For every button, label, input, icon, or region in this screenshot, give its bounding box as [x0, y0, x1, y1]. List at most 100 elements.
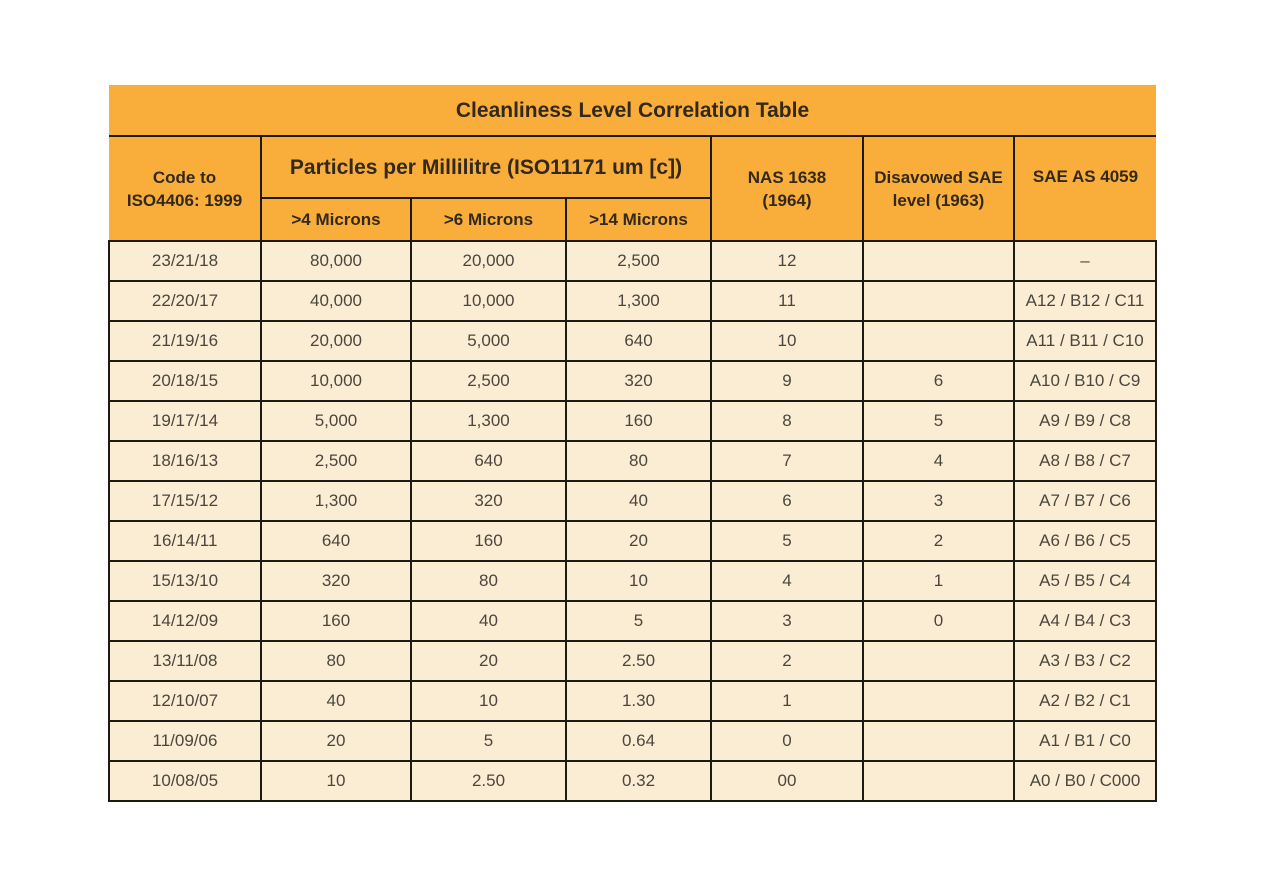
cell-iso-code: 17/15/12	[108, 480, 262, 522]
cell-disavowed-sae	[862, 640, 1015, 682]
cell-14-microns: 640	[565, 320, 712, 362]
table-header-row-top: Code to ISO4406: 1999 Particles per Mill…	[109, 135, 1157, 242]
cell-14-microns: 20	[565, 520, 712, 562]
cell-sae-as-4059: A12 / B12 / C11	[1012, 280, 1158, 322]
cell-14-microns: 1.30	[565, 680, 712, 722]
col-header-nas1638: NAS 1638 (1964)	[710, 135, 864, 242]
cell-disavowed-sae	[862, 320, 1015, 362]
cell-4-microns: 10,000	[260, 360, 412, 402]
table-row: 20/18/15 10,000 2,500 320 9 6 A10 / B10 / C9	[108, 360, 1158, 402]
cell-4-microns: 40,000	[260, 280, 412, 322]
cell-4-microns: 5,000	[260, 400, 412, 442]
col-header-disavowed-sae-line1: Disavowed SAE	[874, 167, 1003, 187]
table-row: 13/11/08 80 20 2.50 2 A3 / B3 / C2	[108, 640, 1158, 682]
cell-disavowed-sae: 2	[862, 520, 1015, 562]
cell-disavowed-sae: 0	[862, 600, 1015, 642]
col-header-4-microns: >4 Microns	[260, 197, 412, 242]
cell-nas-1638: 3	[710, 600, 864, 642]
table-row: 14/12/09 160 40 5 3 0 A4 / B4 / C3	[108, 600, 1158, 642]
cell-disavowed-sae	[862, 760, 1015, 802]
cell-4-microns: 40	[260, 680, 412, 722]
table-row: 16/14/11 640 160 20 5 2 A6 / B6 / C5	[108, 520, 1158, 562]
table-row: 12/10/07 40 10 1.30 1 A2 / B2 / C1	[108, 680, 1158, 722]
cell-4-microns: 320	[260, 560, 412, 602]
cell-sae-as-4059: A3 / B3 / C2	[1012, 640, 1158, 682]
cell-nas-1638: 8	[710, 400, 864, 442]
cell-14-microns: 10	[565, 560, 712, 602]
cell-14-microns: 40	[565, 480, 712, 522]
cell-disavowed-sae: 5	[862, 400, 1015, 442]
cell-6-microns: 20,000	[410, 240, 567, 282]
cell-6-microns: 160	[410, 520, 567, 562]
cell-14-microns: 160	[565, 400, 712, 442]
cell-iso-code: 10/08/05	[108, 760, 262, 802]
cell-6-microns: 10	[410, 680, 567, 722]
col-header-6-microns: >6 Microns	[410, 197, 567, 242]
cell-iso-code: 15/13/10	[108, 560, 262, 602]
cell-14-microns: 80	[565, 440, 712, 482]
cell-nas-1638: 11	[710, 280, 864, 322]
table-row: 17/15/12 1,300 320 40 6 3 A7 / B7 / C6	[108, 480, 1158, 522]
cell-6-microns: 20	[410, 640, 567, 682]
table-row: 15/13/10 320 80 10 4 1 A5 / B5 / C4	[108, 560, 1158, 602]
cell-4-microns: 1,300	[260, 480, 412, 522]
col-header-iso4406: Code to ISO4406: 1999	[109, 135, 262, 242]
col-header-disavowed-sae: Disavowed SAE level (1963)	[862, 135, 1015, 242]
cell-nas-1638: 10	[710, 320, 864, 362]
cell-nas-1638: 0	[710, 720, 864, 762]
cell-6-microns: 80	[410, 560, 567, 602]
cell-14-microns: 0.64	[565, 720, 712, 762]
cell-6-microns: 640	[410, 440, 567, 482]
table-title-row: Cleanliness Level Correlation Table	[109, 85, 1157, 137]
col-header-particles-group: Particles per Millilitre (ISO11171 um [c…	[260, 135, 712, 199]
cell-nas-1638: 12	[710, 240, 864, 282]
cell-disavowed-sae: 1	[862, 560, 1015, 602]
cell-6-microns: 2.50	[410, 760, 567, 802]
cell-sae-as-4059: A1 / B1 / C0	[1012, 720, 1158, 762]
cell-4-microns: 160	[260, 600, 412, 642]
cell-sae-as-4059: A8 / B8 / C7	[1012, 440, 1158, 482]
cell-6-microns: 40	[410, 600, 567, 642]
table-row: 23/21/18 80,000 20,000 2,500 12 –	[108, 240, 1158, 282]
cell-iso-code: 23/21/18	[108, 240, 262, 282]
cell-iso-code: 19/17/14	[108, 400, 262, 442]
cell-6-microns: 2,500	[410, 360, 567, 402]
col-header-14-microns: >14 Microns	[565, 197, 712, 242]
table-title: Cleanliness Level Correlation Table	[109, 85, 1157, 137]
cell-sae-as-4059: A9 / B9 / C8	[1012, 400, 1158, 442]
cleanliness-correlation-table: Cleanliness Level Correlation Table Code…	[108, 85, 1158, 802]
col-header-nas1638-line2: (1964)	[762, 190, 812, 210]
cell-iso-code: 14/12/09	[108, 600, 262, 642]
cell-disavowed-sae	[862, 240, 1015, 282]
cell-4-microns: 20,000	[260, 320, 412, 362]
cell-iso-code: 22/20/17	[108, 280, 262, 322]
cell-14-microns: 0.32	[565, 760, 712, 802]
col-header-sae-as-4059: SAE AS 4059	[1012, 135, 1157, 242]
cell-nas-1638: 1	[710, 680, 864, 722]
col-header-iso4406-line2: ISO4406: 1999	[126, 190, 243, 210]
cell-sae-as-4059: A7 / B7 / C6	[1012, 480, 1158, 522]
table-row: 10/08/05 10 2.50 0.32 00 A0 / B0 / C000	[108, 760, 1158, 802]
table-row: 19/17/14 5,000 1,300 160 8 5 A9 / B9 / C8	[108, 400, 1158, 442]
col-header-iso4406-line1: Code to	[152, 167, 217, 187]
cell-iso-code: 13/11/08	[108, 640, 262, 682]
cell-4-microns: 80,000	[260, 240, 412, 282]
cell-nas-1638: 5	[710, 520, 864, 562]
cell-14-microns: 320	[565, 360, 712, 402]
cell-sae-as-4059: A0 / B0 / C000	[1012, 760, 1158, 802]
cell-disavowed-sae	[862, 280, 1015, 322]
cell-sae-as-4059: A5 / B5 / C4	[1012, 560, 1158, 602]
cell-disavowed-sae: 3	[862, 480, 1015, 522]
cell-6-microns: 5	[410, 720, 567, 762]
cell-14-microns: 2,500	[565, 240, 712, 282]
cell-14-microns: 1,300	[565, 280, 712, 322]
cell-nas-1638: 4	[710, 560, 864, 602]
table-row: 11/09/06 20 5 0.64 0 A1 / B1 / C0	[108, 720, 1158, 762]
cell-iso-code: 20/18/15	[108, 360, 262, 402]
cell-nas-1638: 9	[710, 360, 864, 402]
cell-4-microns: 80	[260, 640, 412, 682]
cell-nas-1638: 00	[710, 760, 864, 802]
cell-nas-1638: 7	[710, 440, 864, 482]
cell-14-microns: 5	[565, 600, 712, 642]
table-body: 23/21/18 80,000 20,000 2,500 12–22/20/17 40,0…	[108, 240, 1158, 802]
